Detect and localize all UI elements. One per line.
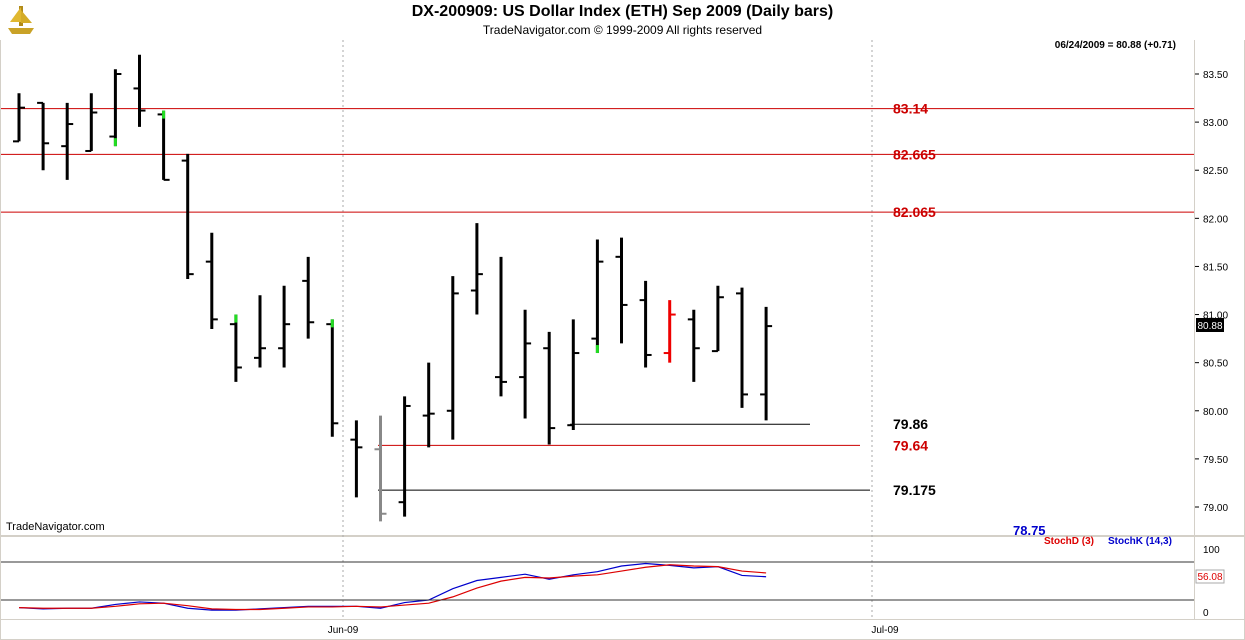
ohlc-bar-27 <box>663 300 676 363</box>
level-label-2: 82.065 <box>893 204 936 220</box>
ohlc-bar-11 <box>278 285 291 368</box>
stoch-last-value: 56.08 <box>1197 572 1222 583</box>
ohlc-bar-5 <box>133 54 146 127</box>
date-label-jul: Jul-09 <box>871 625 899 636</box>
level-label-1: 82.665 <box>893 146 936 162</box>
level-label-4: 79.64 <box>893 437 928 453</box>
ohlc-bar-26 <box>639 280 652 368</box>
ohlc-bar-28 <box>687 309 700 382</box>
y-tick-label-2: 82.50 <box>1203 166 1228 177</box>
date-label-jun: Jun-09 <box>328 625 359 636</box>
chart-header: DX-200909: US Dollar Index (ETH) Sep 200… <box>0 0 1245 40</box>
stoch-tick-100: 100 <box>1203 545 1220 556</box>
ohlc-bar-21 <box>519 309 532 419</box>
y-tick-label-3: 82.00 <box>1203 214 1228 225</box>
ohlc-bar-12 <box>302 256 315 339</box>
ohlc-bar-4 <box>109 69 122 147</box>
ohlc-bar-8 <box>205 232 218 329</box>
y-tick-label-6: 80.50 <box>1203 359 1228 370</box>
ohlc-bar-29 <box>711 285 724 353</box>
ohlc-bar-24 <box>591 239 604 354</box>
level-label-0: 83.14 <box>893 101 928 117</box>
ohlc-bar-7 <box>181 153 194 279</box>
ohlc-bar-3 <box>85 93 98 152</box>
ohlc-bar-18 <box>446 276 459 440</box>
y-tick-label-1: 83.00 <box>1203 118 1228 129</box>
tradenavigator-logo-icon <box>8 6 34 34</box>
ohlc-bar-16 <box>398 396 411 517</box>
ohlc-bar-22 <box>543 331 556 445</box>
stoch-series-0 <box>18 562 767 611</box>
price-readout: 06/24/2009 = 80.88 (+0.71) <box>1055 40 1176 51</box>
ohlc-bar-14 <box>350 420 363 498</box>
chart-title: DX-200909: US Dollar Index (ETH) Sep 200… <box>411 3 834 20</box>
price-axis <box>1195 40 1244 535</box>
ohlc-bar-19 <box>470 223 483 315</box>
last-price-tag <box>1196 318 1224 332</box>
y-tick-label-8: 79.50 <box>1203 455 1228 466</box>
watermark: TradeNavigator.com <box>6 521 105 533</box>
level-label-3: 79.86 <box>893 416 928 432</box>
y-tick-label-7: 80.00 <box>1203 407 1228 418</box>
ohlc-bar-31 <box>760 306 773 421</box>
ohlc-bar-0 <box>13 93 25 143</box>
legend-stochk: StochK (14,3) <box>1108 536 1172 547</box>
y-tick-label-4: 81.50 <box>1203 262 1228 273</box>
ohlc-bar-23 <box>567 319 580 431</box>
ohlc-bar-6 <box>157 110 170 181</box>
ohlc-bar-30 <box>736 287 748 408</box>
ohlc-bar-10 <box>254 295 266 368</box>
stoch-panel <box>1 537 1194 619</box>
ohlc-bar-17 <box>422 362 435 448</box>
stoch-series-1 <box>18 564 767 611</box>
chart-subtitle: TradeNavigator.com © 1999-2009 All right… <box>482 23 763 37</box>
stoch-tick-0: 0 <box>1203 608 1209 619</box>
ohlc-bar-13 <box>326 319 339 437</box>
last-price-label: 80.88 <box>1197 321 1222 332</box>
y-tick-label-5: 81.00 <box>1203 311 1228 322</box>
ohlc-bar-9 <box>229 314 242 382</box>
ohlc-bar-25 <box>615 237 628 344</box>
ohlc-bar-2 <box>61 102 74 180</box>
stoch-last-tag <box>1195 569 1225 584</box>
ohlc-bar-20 <box>495 256 507 397</box>
ohlc-bar-1 <box>37 101 50 171</box>
date-axis <box>1 620 1244 639</box>
y-tick-label-9: 79.00 <box>1203 503 1228 514</box>
legend-stochd: StochD (3) <box>1044 536 1094 547</box>
level-label-5: 79.175 <box>893 482 936 498</box>
ohlc-bar-15 <box>374 415 387 522</box>
y-tick-label-0: 83.50 <box>1203 70 1228 81</box>
stray-level-label: 78.75 <box>1013 523 1046 538</box>
